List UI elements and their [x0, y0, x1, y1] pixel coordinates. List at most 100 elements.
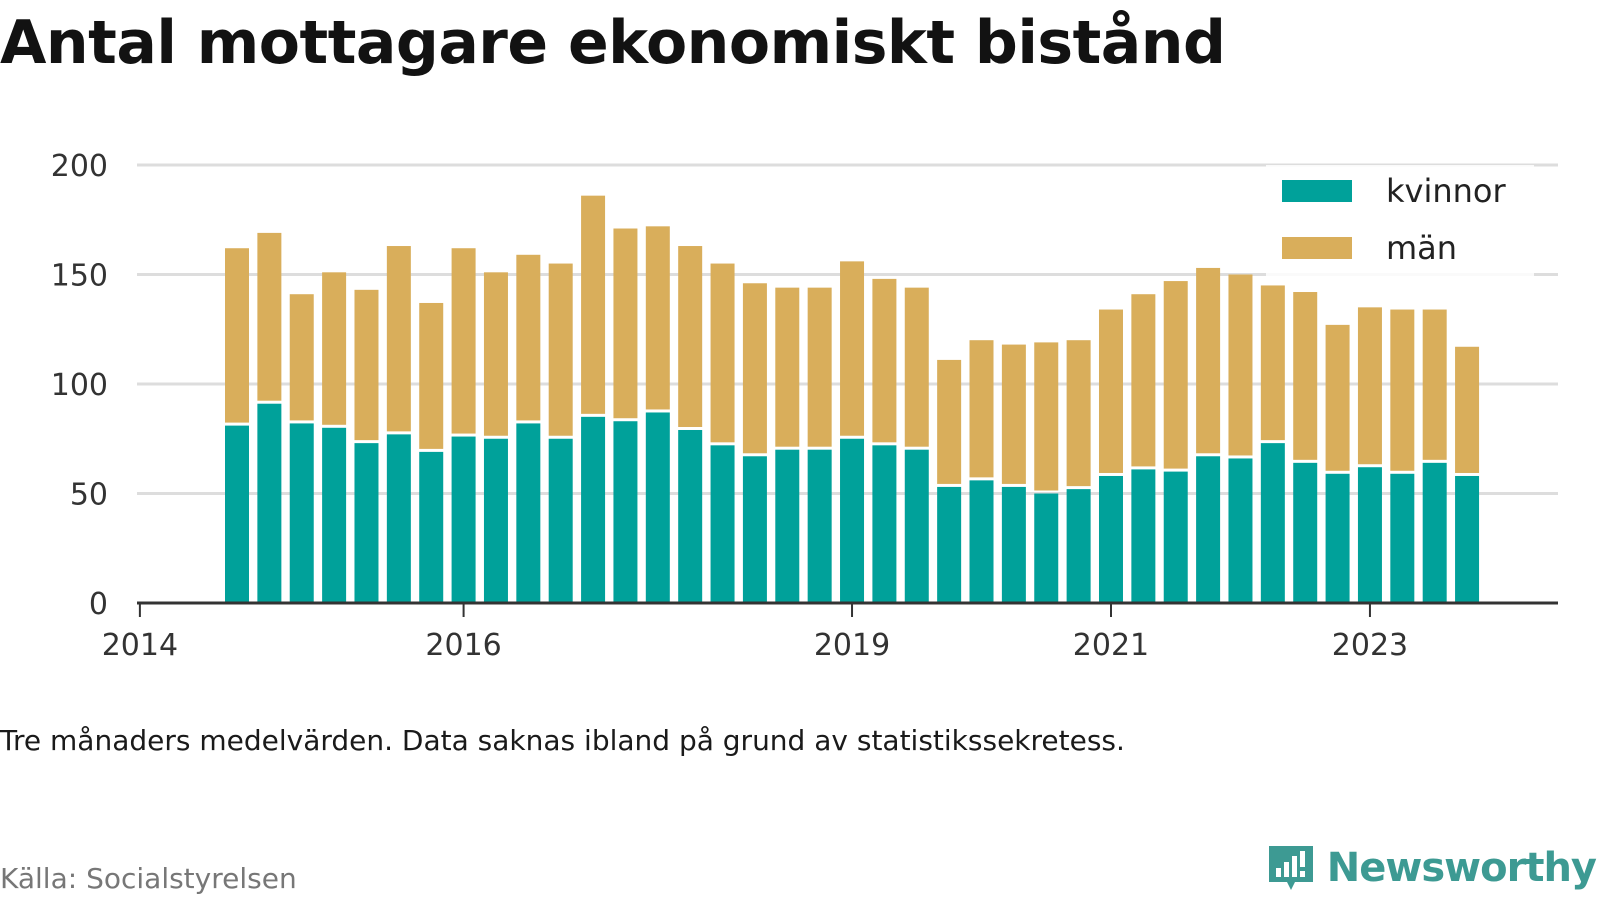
- bar-kvinnor: [1260, 443, 1285, 603]
- bar-man: [678, 246, 703, 427]
- bar-man: [872, 278, 897, 443]
- bar-kvinnor: [1357, 467, 1382, 603]
- bar-man: [937, 359, 962, 484]
- y-tick-label: 50: [70, 478, 108, 513]
- bar-kvinnor: [581, 416, 606, 603]
- bar-kvinnor: [710, 445, 735, 603]
- bar-kvinnor: [1390, 473, 1415, 603]
- x-axis: 2014 2016 2019 2021 2023: [102, 601, 1558, 663]
- bar-man: [807, 287, 832, 447]
- x-tick-label: 2016: [425, 628, 501, 663]
- bar-man: [969, 340, 994, 478]
- bar-kvinnor: [1293, 462, 1318, 603]
- bar-man: [516, 254, 541, 421]
- bar-man: [289, 294, 314, 421]
- bar-man: [483, 272, 508, 436]
- y-tick-label: 0: [89, 587, 108, 622]
- bar-kvinnor: [289, 423, 314, 603]
- bar-man: [1001, 344, 1026, 484]
- x-tick-label: 2019: [814, 628, 890, 663]
- bar-man: [1066, 340, 1091, 487]
- bar-man: [1260, 285, 1285, 441]
- bar-kvinnor: [386, 434, 411, 603]
- bar-man: [581, 195, 606, 414]
- bar-man: [1455, 346, 1480, 473]
- bar-man: [904, 287, 929, 447]
- bar-kvinnor: [840, 438, 865, 603]
- bar-man: [1098, 309, 1123, 473]
- bar-kvinnor: [1131, 469, 1156, 603]
- legend-label-kvinnor: kvinnor: [1386, 172, 1507, 210]
- page-title: Antal mottagare ekonomiskt bistånd: [0, 8, 1226, 78]
- bar-man: [1196, 267, 1221, 454]
- bar-kvinnor: [451, 436, 476, 603]
- bar-kvinnor: [1098, 475, 1123, 603]
- bar-kvinnor: [613, 421, 638, 603]
- x-tick-label: 2023: [1332, 628, 1408, 663]
- bar-kvinnor: [1455, 475, 1480, 603]
- bar-kvinnor: [1163, 471, 1188, 603]
- bar-kvinnor: [225, 425, 249, 603]
- bar-man: [548, 263, 573, 436]
- bar-kvinnor: [678, 429, 703, 603]
- chart-note: Tre månaders medelvärden. Data saknas ib…: [0, 724, 1125, 757]
- bar-man: [645, 226, 670, 410]
- bar-man: [775, 287, 800, 447]
- bar-man: [451, 248, 476, 434]
- bar-kvinnor: [645, 412, 670, 603]
- bars: [225, 195, 1480, 603]
- bar-man: [1034, 342, 1059, 491]
- legend-label-man: män: [1386, 229, 1457, 267]
- y-axis-ticks: 0 50 100 150 200: [51, 149, 108, 622]
- y-tick-label: 150: [51, 259, 108, 294]
- brand-name: Newsworthy: [1326, 845, 1597, 891]
- bar-kvinnor: [1228, 458, 1253, 603]
- bar-man: [386, 246, 411, 432]
- bar-man: [1293, 292, 1318, 460]
- bar-kvinnor: [516, 423, 541, 603]
- legend: kvinnor män: [1266, 165, 1534, 279]
- bar-man: [225, 248, 249, 423]
- bar-kvinnor: [807, 449, 832, 603]
- source-label: Källa: Socialstyrelsen: [0, 862, 297, 895]
- y-tick-label: 200: [51, 149, 108, 184]
- bar-kvinnor: [419, 451, 444, 603]
- bar-man: [1390, 309, 1415, 471]
- stacked-bar-chart: 0 50 100 150 200 2014 2016 2019 2021 2023 kvinno…: [51, 149, 1558, 663]
- bar-man: [322, 272, 347, 425]
- bar-kvinnor: [1001, 486, 1026, 603]
- bar-man: [257, 232, 282, 401]
- bar-man: [1422, 309, 1447, 460]
- bar-man: [840, 261, 865, 436]
- bar-man: [1163, 281, 1188, 469]
- bar-man: [1228, 274, 1253, 456]
- bar-kvinnor: [1196, 456, 1221, 603]
- bar-kvinnor: [483, 438, 508, 603]
- legend-swatch-kvinnor: [1282, 180, 1352, 202]
- x-tick-label: 2014: [102, 628, 178, 663]
- bar-man: [354, 289, 379, 441]
- bar-kvinnor: [937, 486, 962, 603]
- brand-logo: Newsworthy: [1265, 842, 1597, 894]
- bar-kvinnor: [1066, 489, 1091, 603]
- bar-kvinnor: [872, 445, 897, 603]
- bar-kvinnor: [969, 480, 994, 603]
- bar-man: [419, 302, 444, 449]
- bar-kvinnor: [322, 427, 347, 603]
- bar-kvinnor: [354, 443, 379, 603]
- bar-kvinnor: [775, 449, 800, 603]
- x-tick-label: 2021: [1073, 628, 1149, 663]
- bar-chart-speech-bubble-icon: [1268, 846, 1313, 890]
- bar-man: [613, 228, 638, 419]
- bar-kvinnor: [742, 456, 767, 603]
- bar-kvinnor: [548, 438, 573, 603]
- bar-man: [742, 283, 767, 454]
- bar-kvinnor: [1034, 493, 1059, 603]
- y-tick-label: 100: [51, 368, 108, 403]
- bar-man: [1131, 294, 1156, 467]
- bar-kvinnor: [904, 449, 929, 603]
- bar-kvinnor: [257, 403, 282, 603]
- bar-man: [1325, 324, 1350, 471]
- bar-man: [710, 263, 735, 443]
- bar-kvinnor: [1422, 462, 1447, 603]
